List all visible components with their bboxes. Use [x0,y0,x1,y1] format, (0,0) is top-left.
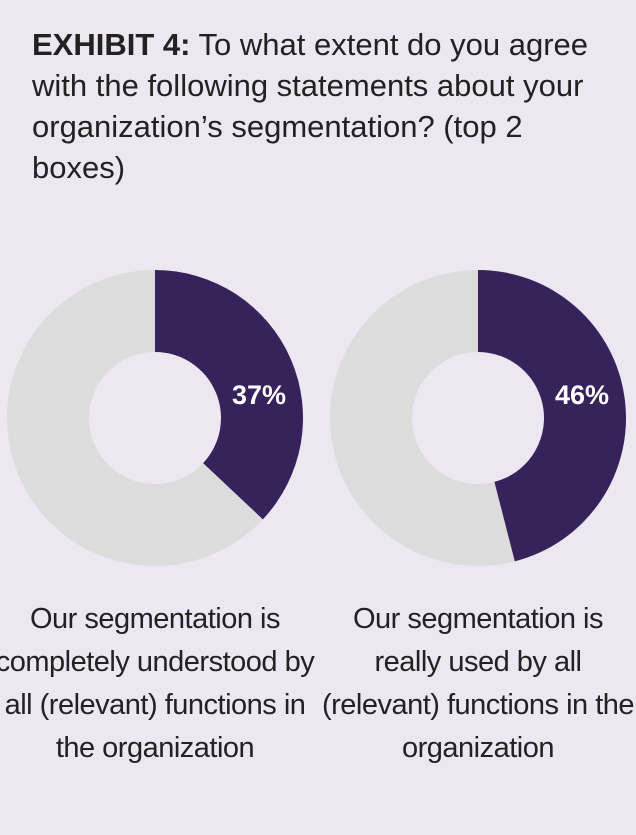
donut-svg-understood: 37% [7,270,304,566]
value-label-understood: 37% [232,380,286,410]
value-label-used: 46% [555,380,609,410]
slice-remainder-used [330,270,515,566]
page-title: EXHIBIT 4: To what extent do you agree w… [32,24,612,188]
slice-value-understood [155,270,304,520]
question-text: To what extent do you agree with the fol… [32,27,589,185]
donut-chart-understood: 37% [5,268,305,568]
exhibit-label: EXHIBIT 4: [32,27,191,62]
slice-remainder-understood [7,270,263,566]
slice-value-used [478,270,627,562]
caption-used: Our segmentation is really used by all (… [321,603,635,764]
donut-svg-used: 46% [330,270,627,566]
caption-understood: Our segmentation is completely understoo… [0,603,315,764]
donut-chart-used: 46% [328,268,628,568]
